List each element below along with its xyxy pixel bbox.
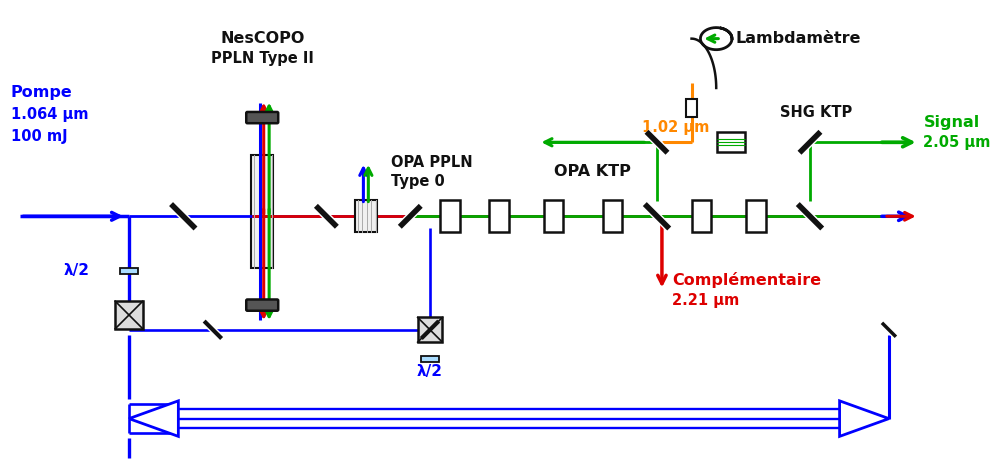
Bar (115, 301, 142, 329)
Text: NesCOPO: NesCOPO (220, 31, 304, 46)
Text: 1.02 µm: 1.02 µm (642, 120, 709, 135)
Text: 2.21 µm: 2.21 µm (671, 293, 738, 307)
Text: 1.064 µm: 1.064 µm (11, 107, 88, 122)
Bar (685, 99, 697, 117)
Bar (420, 357, 438, 362)
Bar (417, 317, 442, 342)
Bar (543, 200, 563, 232)
Text: 100 mJ: 100 mJ (11, 129, 67, 144)
Bar (355, 200, 376, 232)
Text: 2.05 µm: 2.05 µm (923, 135, 990, 150)
Polygon shape (128, 401, 179, 436)
Bar (602, 200, 622, 232)
Bar (488, 200, 509, 232)
Text: OPA KTP: OPA KTP (554, 164, 631, 179)
Bar (120, 268, 137, 274)
Text: Lambdamètre: Lambdamètre (735, 31, 861, 46)
Text: OPA PPLN: OPA PPLN (390, 155, 471, 169)
Text: Complémentaire: Complémentaire (671, 272, 820, 288)
Text: Pompe: Pompe (11, 85, 72, 100)
Bar (745, 200, 765, 232)
FancyBboxPatch shape (246, 299, 278, 311)
Bar (251, 155, 273, 268)
Text: Signal: Signal (923, 115, 979, 130)
Bar (716, 132, 744, 152)
Text: SHG KTP: SHG KTP (779, 105, 852, 120)
Polygon shape (839, 401, 888, 436)
Text: Type 0: Type 0 (390, 174, 444, 189)
Text: λ/2: λ/2 (416, 364, 442, 379)
Bar (691, 200, 710, 232)
Text: PPLN Type II: PPLN Type II (211, 51, 313, 66)
Text: λ/2: λ/2 (63, 263, 89, 278)
Bar (439, 200, 459, 232)
FancyBboxPatch shape (246, 112, 278, 123)
